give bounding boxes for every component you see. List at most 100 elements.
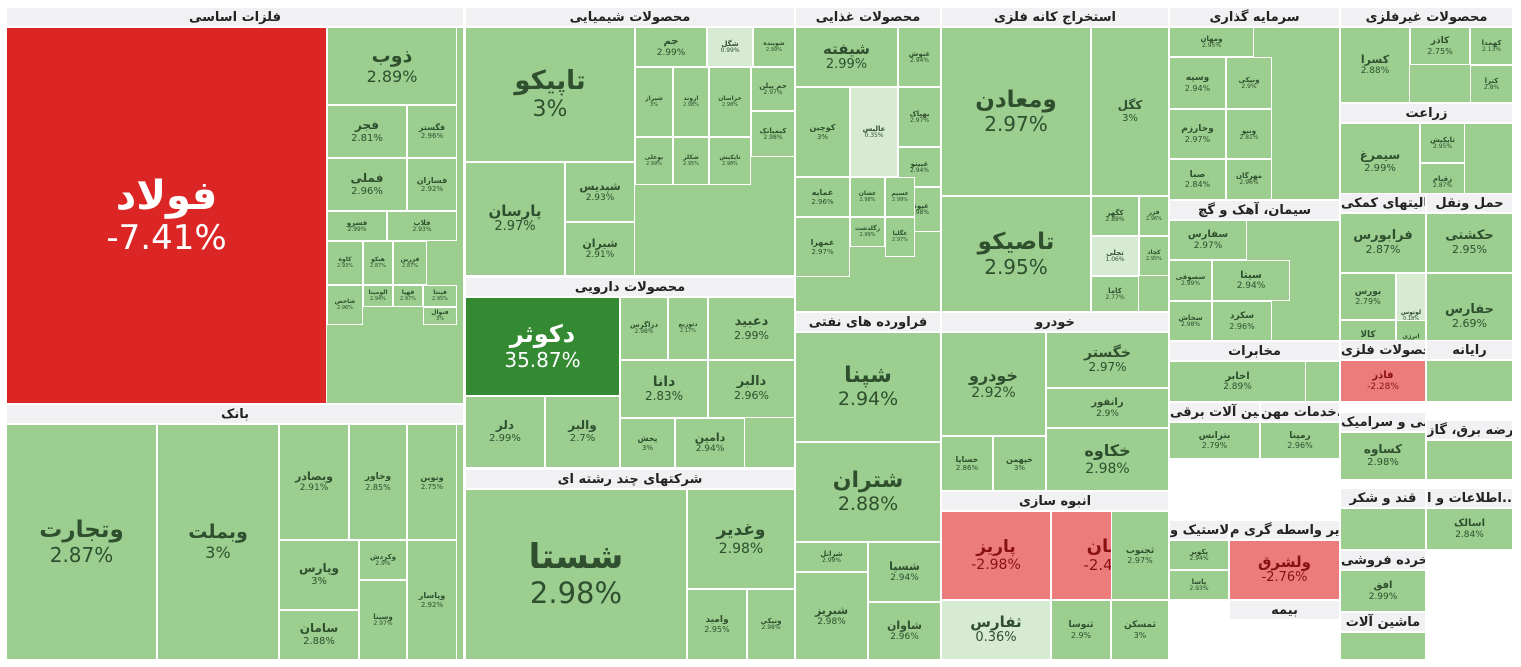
stock-tile[interactable]: الومینا 2.94%	[363, 285, 393, 307]
stock-tile[interactable]: ونوین 2.75%	[407, 424, 457, 540]
stock-tile[interactable]: ثجنوب 2.97%	[1111, 511, 1169, 600]
sector-header[interactable]: محصولات دارویی	[465, 277, 795, 297]
sector-header[interactable]: فلزات اساسی	[6, 7, 464, 27]
stock-tile[interactable]: وبملت 3%	[157, 424, 279, 660]
stock-tile[interactable]: سیمرغ 2.99%	[1340, 123, 1420, 201]
stock-tile[interactable]: رانفور 2.9%	[1046, 388, 1169, 428]
stock-tile[interactable]: بورس 2.79%	[1340, 273, 1396, 320]
stock-tile[interactable]: سیتا 2.94%	[1212, 260, 1290, 301]
stock-tile[interactable]: فزر 2.96%	[1139, 196, 1169, 236]
stock-tile[interactable]: صبا 2.84%	[1169, 159, 1226, 200]
stock-tile[interactable]: هیکو 2.87%	[363, 241, 393, 285]
sector-header[interactable]: محصولات فلزی	[1340, 340, 1426, 360]
stock-tile[interactable]: شکلر 2.95%	[673, 137, 709, 185]
sector-header[interactable]: ماشین آلات	[1340, 612, 1426, 632]
stock-tile[interactable]: دالبر 2.96%	[708, 360, 795, 418]
stock-tile[interactable]: شیران 2.91%	[565, 222, 635, 276]
stock-tile[interactable]: سخاش 2.98%	[1169, 301, 1212, 341]
sector-header[interactable]: محصولات شیمیایی	[465, 7, 795, 27]
sector-header[interactable]: سرمایه گذاری	[1169, 7, 1340, 27]
stock-tile[interactable]: دتوزیع 2.17%	[668, 297, 708, 360]
stock-tile[interactable]: کاما 2.77%	[1091, 276, 1139, 312]
sector-header[interactable]: حمل ونقل	[1426, 193, 1513, 213]
sector-header[interactable]: استخراج کانه فلزی	[941, 7, 1169, 27]
sector-header[interactable]: خدمات مهن...	[1260, 402, 1340, 422]
stock-tile[interactable]: پاریز -2.98%	[941, 511, 1051, 600]
sector-header[interactable]: محصولات غذایی	[795, 7, 941, 27]
sector-header[interactable]: انبوه سازی	[941, 491, 1169, 511]
stock-tile[interactable]: کاوه 2.93%	[327, 241, 363, 285]
stock-tile[interactable]: کوچین 3%	[795, 87, 850, 177]
stock-tile[interactable]: شرانل 2.99%	[795, 542, 868, 572]
stock-tile[interactable]: تاپکیش 2.95%	[1420, 123, 1465, 163]
stock-tile[interactable]: فولاد -7.41%	[6, 27, 327, 404]
stock-tile[interactable]: دزاگرس 2.98%	[620, 297, 668, 360]
stock-tile[interactable]: جم پیلن 2.97%	[751, 67, 795, 111]
stock-tile[interactable]: غگلپا 2.97%	[885, 217, 915, 257]
stock-tile[interactable]: غبینو 2.94%	[898, 147, 941, 187]
stock-tile[interactable]: شاخص 2.96%	[327, 285, 363, 325]
stock-tile[interactable]: ثمسکن 3%	[1111, 600, 1169, 660]
stock-tile[interactable]: دانا 2.83%	[620, 360, 708, 418]
stock-tile[interactable]: فپنتا 2.95%	[423, 285, 457, 307]
stock-tile[interactable]: فاذر -2.28%	[1340, 360, 1426, 402]
stock-tile[interactable]: خساپا 2.86%	[941, 436, 993, 491]
stock-tile[interactable]: وخاور 2.85%	[349, 424, 407, 540]
stock-tile[interactable]: وتجارت 2.87%	[6, 424, 157, 660]
stock-tile[interactable]: شپدیس 2.93%	[565, 162, 635, 222]
stock-tile[interactable]: غمهرا 2.97%	[795, 217, 850, 277]
stock-tile[interactable]: بوعلی 2.99%	[635, 137, 673, 185]
stock-tile[interactable]: تاصیکو 2.95%	[941, 196, 1091, 312]
stock-tile[interactable]: ونیکی 2.9%	[1226, 57, 1272, 109]
stock-tile[interactable]: ثنوسا 2.9%	[1051, 600, 1111, 660]
sector-header[interactable]: زراعت	[1340, 103, 1513, 123]
stock-tile[interactable]: کیمیاتک 2.98%	[751, 111, 795, 157]
sector-header[interactable]: لاستیک و ...	[1169, 520, 1229, 540]
stock-tile[interactable]: ذوب 2.89%	[327, 27, 457, 105]
stock-tile[interactable]: فسازان 2.92%	[407, 158, 457, 211]
stock-tile[interactable]: فرابورس 2.87%	[1340, 213, 1426, 273]
sector-header[interactable]: خرده فروشی	[1340, 550, 1426, 570]
stock-tile[interactable]: خکاوه 2.98%	[1046, 428, 1169, 491]
stock-tile[interactable]: فنوال 3%	[423, 307, 457, 325]
stock-tile[interactable]: شتران 2.88%	[795, 442, 941, 542]
stock-tile[interactable]: ومعادن 2.97%	[941, 27, 1091, 196]
stock-tile[interactable]: کسرا 2.88%	[1340, 27, 1410, 103]
stock-tile[interactable]: فگستر 2.96%	[407, 105, 457, 158]
stock-tile[interactable]: بترانس 2.79%	[1169, 422, 1260, 459]
stock-tile[interactable]: دامین 2.94%	[675, 418, 745, 468]
stock-tile[interactable]: فملی 2.96%	[327, 158, 407, 211]
stock-tile[interactable]: ثفارس 0.36%	[941, 600, 1051, 660]
stock-tile[interactable]: شبریز 2.98%	[795, 572, 868, 660]
stock-tile[interactable]: ونبو 2.81%	[1226, 109, 1272, 159]
stock-tile[interactable]: فزرین 2.87%	[393, 241, 427, 285]
stock-tile[interactable]: شیفته 2.99%	[795, 27, 898, 87]
sector-header[interactable]: ماشین آلات برقی	[1169, 402, 1260, 422]
stock-tile[interactable]: وغدیر 2.98%	[687, 489, 795, 589]
stock-tile[interactable]: وکردش 2.9%	[359, 540, 407, 580]
stock-tile[interactable]: والبر 2.7%	[545, 396, 620, 468]
sector-header[interactable]: محصولات غیرفلزی	[1340, 7, 1513, 27]
stock-tile[interactable]: سکرد 2.96%	[1212, 301, 1272, 341]
stock-tile[interactable]: کهمدا 2.13%	[1470, 27, 1513, 65]
stock-tile[interactable]: تاپکیش 2.98%	[709, 137, 751, 185]
sector-header[interactable]: بانک	[6, 404, 464, 424]
stock-tile[interactable]: پکویر 2.94%	[1169, 540, 1229, 570]
stock-tile[interactable]: وسپه 2.94%	[1169, 57, 1226, 109]
stock-tile[interactable]: کساوه 2.98%	[1340, 432, 1426, 480]
stock-tile[interactable]: شستا 2.98%	[465, 489, 687, 660]
stock-tile[interactable]: قهپا 2.97%	[393, 285, 423, 307]
stock-tile[interactable]: غشان 2.98%	[850, 177, 885, 217]
stock-tile[interactable]: سفارس 2.97%	[1169, 220, 1247, 260]
sector-header[interactable]: رایانه	[1426, 340, 1513, 360]
stock-tile[interactable]: رمپنا 2.96%	[1260, 422, 1340, 459]
stock-tile[interactable]: جم 2.99%	[635, 27, 707, 67]
stock-tile[interactable]: ونیکی 2.98%	[747, 589, 795, 660]
stock-tile[interactable]: شگل 0.99%	[707, 27, 753, 67]
stock-tile[interactable]: خودرو 2.92%	[941, 332, 1046, 436]
stock-tile[interactable]: افق 2.99%	[1340, 570, 1426, 612]
stock-tile[interactable]: ولشرق -2.76%	[1229, 540, 1340, 600]
stock-tile[interactable]: اروند 2.98%	[673, 67, 709, 137]
stock-tile[interactable]: کاذر 2.75%	[1410, 27, 1470, 65]
sector-header[interactable]: عرضه برق، گاز	[1426, 420, 1513, 440]
